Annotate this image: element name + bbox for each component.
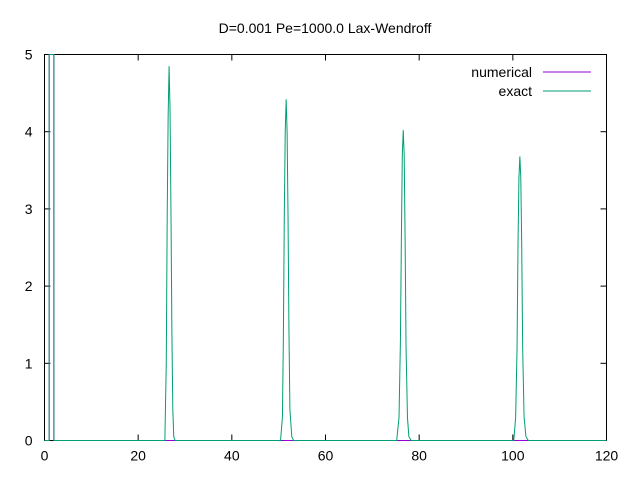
chart-title: D=0.001 Pe=1000.0 Lax-Wendroff: [219, 20, 432, 36]
x-tick-label: 40: [224, 448, 240, 464]
axis-ticks: 0 20 40 60 80 100 120 0 1 2 3 4 5: [25, 47, 619, 464]
series-lines: [44, 54, 607, 441]
legend-label-exact: exact: [499, 83, 533, 99]
y-tick-label: 3: [25, 201, 33, 217]
y-tick-label: 2: [25, 278, 33, 294]
series-line-exact: [44, 54, 607, 441]
x-tick-label: 80: [411, 448, 427, 464]
y-tick-label: 4: [25, 124, 33, 140]
y-tick-label: 1: [25, 355, 33, 371]
y-tick-label: 0: [25, 433, 33, 449]
x-tick-label: 20: [130, 448, 146, 464]
y-tick-label: 5: [25, 47, 33, 63]
legend: numerical exact: [471, 64, 591, 99]
x-tick-label: 120: [595, 448, 619, 464]
legend-label-numerical: numerical: [471, 64, 532, 80]
x-tick-label: 100: [501, 448, 525, 464]
x-tick-label: 0: [41, 448, 49, 464]
x-tick-label: 60: [318, 448, 334, 464]
